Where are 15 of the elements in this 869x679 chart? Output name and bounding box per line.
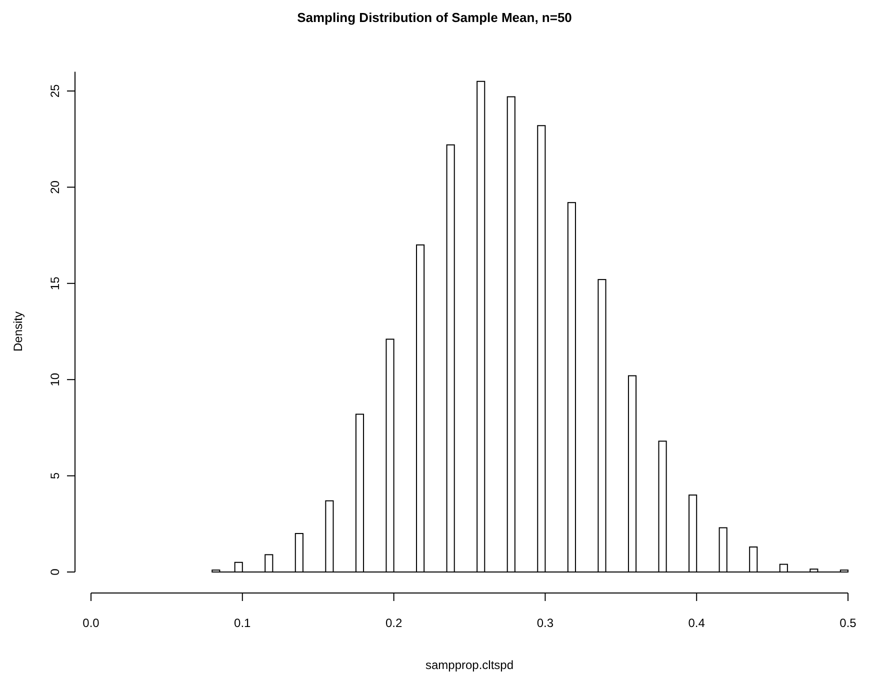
y-tick-label: 15 xyxy=(48,276,62,290)
x-tick-label: 0.2 xyxy=(385,616,402,630)
x-tick-label: 0.4 xyxy=(688,616,706,630)
y-tick-label: 0 xyxy=(48,568,62,576)
y-tick-label: 5 xyxy=(48,472,62,480)
chart-title: Sampling Distribution of Sample Mean, n=50 xyxy=(297,10,572,25)
x-tick-label: 0.0 xyxy=(82,616,100,630)
x-tick-label: 0.1 xyxy=(234,616,252,630)
y-axis-title: Density xyxy=(11,311,25,352)
x-axis-title: sampprop.cltspd xyxy=(425,658,514,672)
y-tick-label: 20 xyxy=(48,180,62,194)
x-tick-label: 0.3 xyxy=(536,616,554,630)
y-tick-label: 25 xyxy=(48,84,62,98)
y-tick-label: 10 xyxy=(48,372,62,386)
x-tick-label: 0.5 xyxy=(840,616,857,630)
